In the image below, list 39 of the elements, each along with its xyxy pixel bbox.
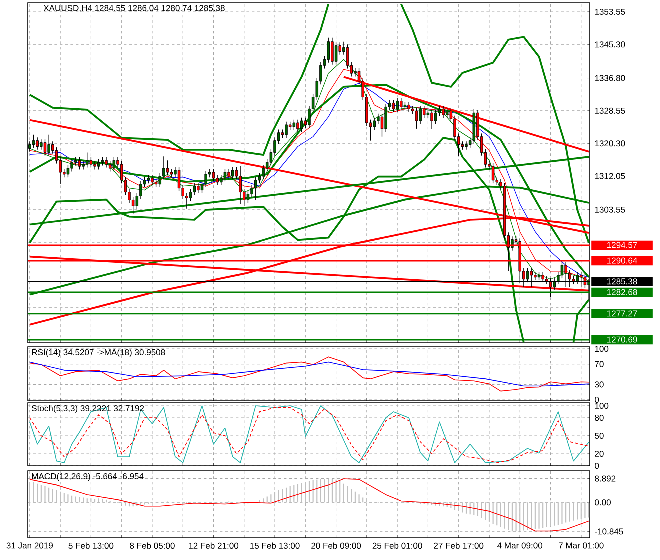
y-tick-label: 1312.05	[595, 173, 626, 180]
y-tick-label: -10.845	[595, 528, 624, 535]
ref-line-label: 1277.27	[607, 310, 638, 317]
chart-title: XAUUSD,H4 1284.55 1286.04 1280.74 1285.38	[44, 5, 225, 12]
x-tick-label: 31 Jan 2019	[6, 542, 53, 549]
y-tick-label: 1303.55	[595, 206, 626, 213]
y-tick-label: 0	[595, 396, 600, 403]
ref-line-label: 1282.68	[607, 289, 638, 296]
ref-line-label: 1290.64	[607, 258, 638, 264]
x-tick-label: 8 Feb 05:00	[130, 542, 175, 549]
y-tick-label: 1353.55	[595, 8, 626, 15]
y-tick-label: 30	[595, 382, 604, 388]
y-tick-label: 1320.30	[595, 140, 626, 147]
chart-title: RSI(14) 34.5207 ->MA(18) 30.9508	[32, 349, 166, 358]
x-tick-label: 15 Feb 13:00	[250, 542, 300, 549]
chart-title: MACD(12,26,9) -5.664 -6.954	[32, 473, 144, 482]
x-tick-label: 12 Feb 21:00	[189, 542, 239, 549]
chart-title: Stoch(5,3,3) 39.2321 32.7192	[32, 405, 144, 414]
y-tick-label: 70	[595, 361, 604, 368]
y-tick-label: 80	[595, 414, 604, 422]
y-tick-label: 1336.80	[595, 75, 626, 82]
ref-line-label: 1294.57	[607, 242, 638, 248]
y-tick-label: 50	[595, 432, 604, 440]
x-tick-label: 27 Feb 17:00	[434, 542, 484, 549]
y-tick-label: 1328.55	[595, 108, 626, 114]
x-tick-label: 7 Mar 01:00	[559, 542, 604, 549]
x-tick-label: 4 Mar 09:00	[498, 542, 543, 549]
ref-line-label: 1285.38	[607, 278, 638, 285]
y-tick-label: 100	[595, 346, 609, 352]
y-tick-label: 8.892	[595, 476, 616, 482]
y-tick-label: 20	[595, 450, 604, 458]
y-tick-label: 0.00	[595, 500, 611, 506]
x-tick-label: 20 Feb 09:00	[312, 542, 362, 549]
y-tick-label: 1345.30	[595, 42, 626, 48]
x-tick-label: 25 Feb 01:00	[372, 542, 422, 549]
x-tick-label: 5 Feb 13:00	[68, 542, 114, 549]
y-tick-label: 0	[595, 462, 600, 470]
ref-line-label: 1270.69	[607, 336, 638, 343]
y-tick-label: 100	[595, 402, 609, 410]
